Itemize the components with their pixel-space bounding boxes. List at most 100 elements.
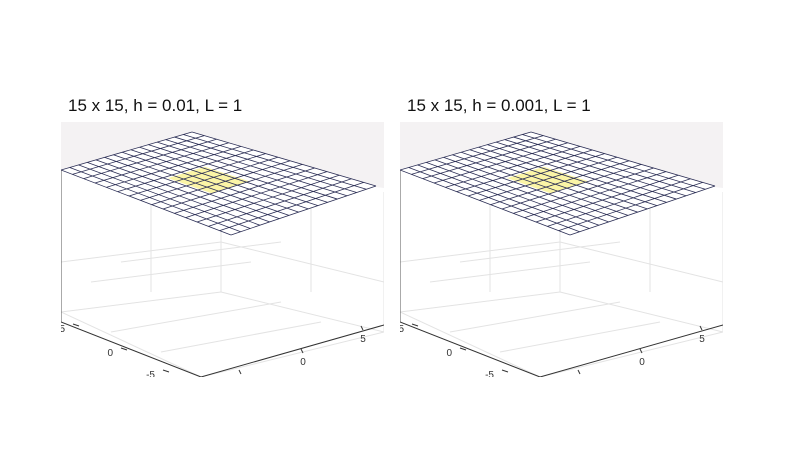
mesh-line [87,162,261,226]
grid-line [200,331,384,377]
mesh-line [479,156,617,201]
mesh-line [122,151,299,213]
y-tick-label: 5 [400,324,404,335]
y-tick-label: 0 [446,348,452,359]
grid-line [220,291,384,333]
mesh-line [128,153,266,197]
y-tick-mark [501,369,509,373]
mesh-line [501,164,642,210]
mesh-line [426,162,600,226]
mesh-line [191,131,377,187]
mesh-line [219,182,364,232]
mesh-line [78,164,251,229]
mesh-line [113,154,290,216]
grid-line [459,241,621,263]
axis-grid [61,170,384,377]
mesh-line [208,178,352,227]
x-tick-mark [238,369,242,375]
grid-line [160,321,322,353]
mesh-line [400,169,571,236]
mesh-line [156,141,338,200]
grid-line [110,301,282,333]
mesh-line [487,144,667,203]
mesh-line [94,142,229,184]
mesh-line [196,174,340,223]
grid-line [61,311,202,377]
mesh-line [461,151,638,213]
surface-plot-left: 50-5-505 [61,122,384,377]
x-tick-mark [300,348,304,354]
grid-line [559,291,723,333]
plot-title-left: 15 x 15, h = 0.01, L = 1 [68,96,243,115]
mesh-line [408,167,580,233]
mesh-line [513,136,696,193]
mesh-line [445,146,581,188]
mesh-line [524,171,667,219]
surface-highlight [507,166,589,194]
mesh-line [174,136,357,193]
y-tick-label: 5 [61,324,65,335]
mesh-line [69,167,241,233]
grid-line [120,241,282,263]
y-tick-label: -5 [146,370,155,377]
x-tick-label: 5 [360,334,366,345]
mesh-line [530,131,716,187]
grid-line [400,311,541,377]
x-axis-line [539,324,723,377]
mesh-line [417,164,590,229]
mesh-line [61,131,193,171]
x-tick-label: 5 [699,334,705,345]
mesh-line [433,142,568,184]
mesh-line [535,174,679,223]
mesh-line [452,154,629,216]
mesh-line [490,160,630,206]
mesh-line [422,138,556,180]
surface-mesh [400,131,716,236]
mesh-line [230,185,377,236]
x-tick-label: 0 [639,357,645,368]
surface-mesh [61,131,377,236]
mesh-line [434,159,609,223]
mesh-line [83,138,217,180]
grid-line [429,261,591,283]
y-axis-line [61,321,202,377]
grid-line [61,291,222,313]
mesh-line [130,149,309,210]
mesh-line [504,139,687,197]
mesh-line [95,159,270,223]
mesh-line [104,156,280,220]
x-tick-mark [699,325,703,331]
y-tick-label: 0 [107,348,113,359]
y-tick-mark [459,347,467,351]
mesh-line [106,146,242,188]
mesh-line [495,141,677,200]
mesh-line [185,171,328,219]
x-tick-mark [639,348,643,354]
grid-line [90,261,252,283]
mesh-line [569,185,716,236]
mesh-line [174,167,315,214]
grid-line [400,241,561,263]
mesh-line [139,146,319,206]
y-tick-label: -5 [485,370,494,377]
grid-line [400,291,561,313]
mesh-line [411,135,544,175]
x-tick-label: 0 [300,357,306,368]
mesh-line [61,169,232,236]
mesh-line [467,153,605,197]
mesh-line [117,149,254,193]
y-tick-mark [162,369,170,373]
y-tick-mark [120,347,128,351]
mesh-line [522,134,706,190]
mesh-line [558,182,703,232]
y-tick-mark [411,323,419,327]
mesh-line [469,149,648,210]
grid-line [499,321,661,353]
surface-highlight [168,166,250,194]
grid-line [559,241,723,283]
mesh-line [151,160,291,206]
grid-line [61,241,222,263]
mesh-line [140,156,278,201]
mesh-line [400,131,532,171]
mesh-line [165,139,348,197]
